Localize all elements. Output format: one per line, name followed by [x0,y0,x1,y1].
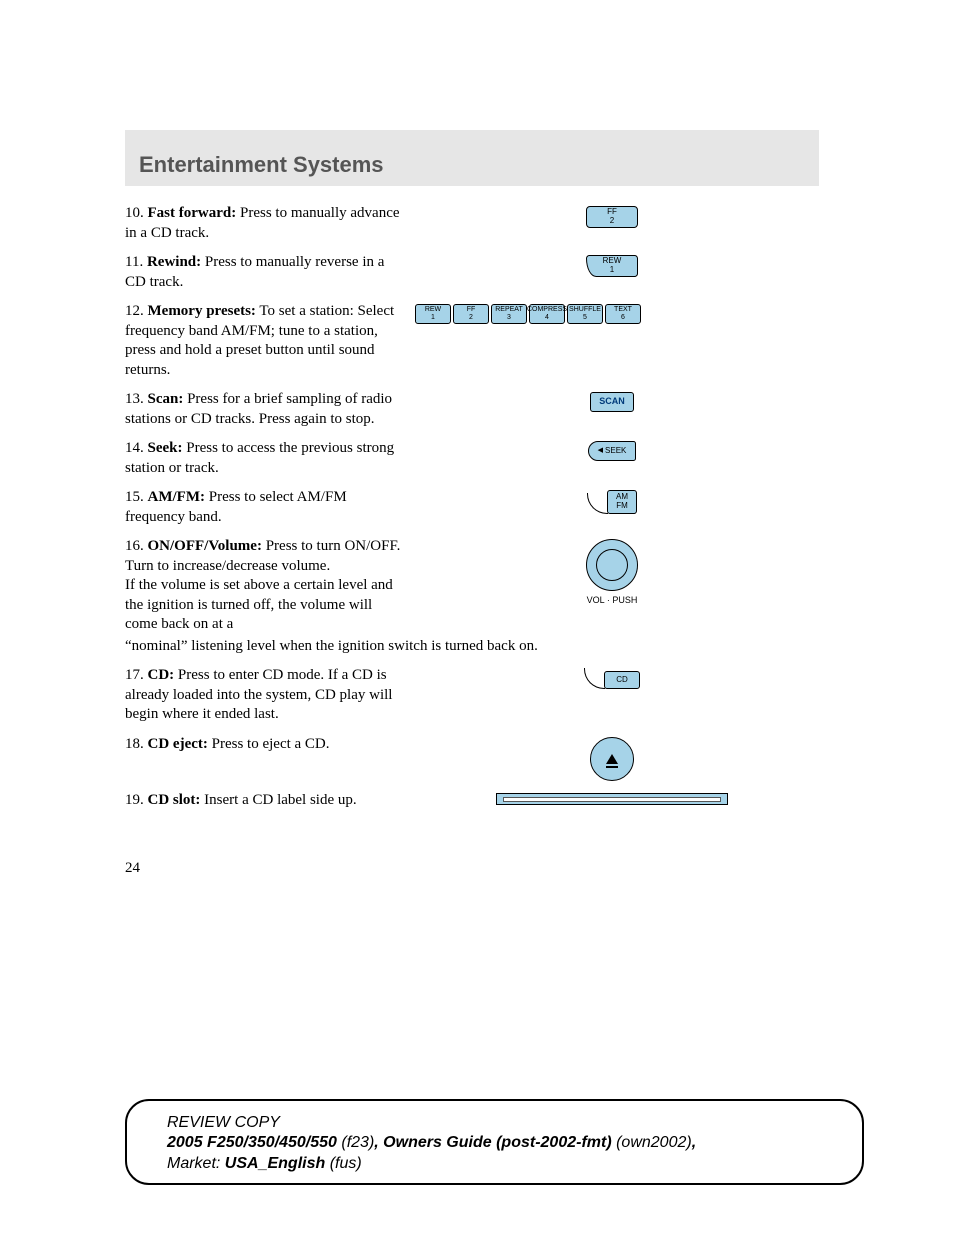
cd-slot-icon [496,793,728,805]
item-10: 10. Fast forward: Press to manually adva… [125,204,819,243]
item-11: 11. Rewind: Press to manually reverse in… [125,253,819,292]
item-15: 15. AM/FM: Press to select AM/FM frequen… [125,488,819,527]
eject-button-icon [590,737,634,781]
item-19: 19. CD slot: Insert a CD label side up. [125,791,819,811]
footer-line2: 2005 F250/350/450/550 (f23), Owners Guid… [167,1133,832,1154]
preset-2-icon: FF2 [453,304,489,324]
seek-button-icon: ◀SEEK [588,441,636,461]
preset-5-icon: SHUFFLE5 [567,304,603,324]
item-18-text: 18. CD eject: Press to eject a CD. [125,735,405,755]
footer-box: REVIEW COPY 2005 F250/350/450/550 (f23),… [125,1099,864,1185]
amfm-button-icon: AMFM [587,490,637,514]
preset-buttons-icon: REW1 FF2 REPEAT3 COMPRESS4 SHUFFLE5 TEXT… [415,304,641,324]
item-16: 16. ON/OFF/Volume: Press to turn ON/OFF.… [125,537,819,635]
item-18: 18. CD eject: Press to eject a CD. [125,735,819,781]
preset-1-icon: REW1 [415,304,451,324]
item-14-text: 14. Seek: Press to access the previous s… [125,439,405,478]
item-16-extra: “nominal” listening level when the ignit… [125,637,819,657]
page-number: 24 [125,860,819,877]
preset-6-icon: TEXT6 [605,304,641,324]
eject-icon [606,754,618,764]
item-17: 17. CD: Press to enter CD mode. If a CD … [125,666,819,725]
item-16-text: 16. ON/OFF/Volume: Press to turn ON/OFF.… [125,537,405,635]
item-15-text: 15. AM/FM: Press to select AM/FM frequen… [125,488,405,527]
ff-button-icon: FF2 [586,206,638,228]
rew-button-icon: REW1 [586,255,638,277]
footer-line3: Market: USA_English (fus) [167,1154,832,1175]
item-12: 12. Memory presets: To set a station: Se… [125,302,819,380]
item-13-text: 13. Scan: Press for a brief sampling of … [125,390,405,429]
item-14: 14. Seek: Press to access the previous s… [125,439,819,478]
item-13: 13. Scan: Press for a brief sampling of … [125,390,819,429]
cd-button-icon: CD [584,668,640,689]
scan-button-icon: SCAN [590,392,634,412]
section-header: Entertainment Systems [125,130,819,186]
volume-knob-icon: VOL · PUSH [586,539,638,605]
item-17-text: 17. CD: Press to enter CD mode. If a CD … [125,666,405,725]
item-12-text: 12. Memory presets: To set a station: Se… [125,302,405,380]
preset-4-icon: COMPRESS4 [529,304,565,324]
footer-line1: REVIEW COPY [167,1113,832,1134]
section-title: Entertainment Systems [139,152,805,178]
item-11-text: 11. Rewind: Press to manually reverse in… [125,253,405,292]
item-10-text: 10. Fast forward: Press to manually adva… [125,204,405,243]
preset-3-icon: REPEAT3 [491,304,527,324]
item-19-text: 19. CD slot: Insert a CD label side up. [125,791,405,811]
